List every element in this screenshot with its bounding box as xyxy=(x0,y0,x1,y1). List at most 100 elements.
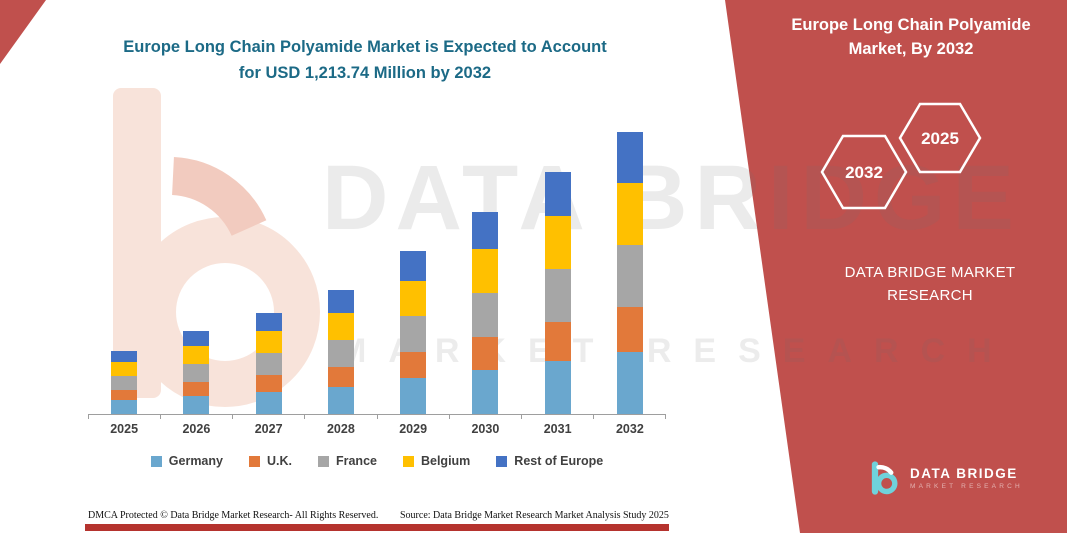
x-axis-label: 2031 xyxy=(543,422,572,436)
bars-area xyxy=(88,124,666,415)
bar-segment-rest-of-europe xyxy=(327,290,354,313)
bar-segment-rest-of-europe xyxy=(544,172,571,216)
bar-segment-belgium xyxy=(255,330,282,354)
bar-segment-belgium xyxy=(111,362,138,377)
bar-segment-belgium xyxy=(327,312,354,340)
bar-segment-belgium xyxy=(472,248,499,293)
databridge-logo-icon xyxy=(871,461,898,495)
bar-segment-france xyxy=(255,353,282,376)
axis-tick xyxy=(592,415,594,419)
bar-segment-u-k xyxy=(255,375,282,392)
bar-segment-germany xyxy=(183,395,210,414)
hexagon-2025-icon xyxy=(898,102,982,174)
bar-segment-belgium xyxy=(616,182,643,245)
bar-segment-belgium xyxy=(400,280,427,317)
legend-swatch xyxy=(496,455,508,467)
brand-logo-block: DATA BRIDGE MARKET RESEARCH xyxy=(866,460,1023,496)
legend-item-france: France xyxy=(317,454,377,468)
axis-tick xyxy=(232,415,234,419)
source-note: Source: Data Bridge Market Research Mark… xyxy=(400,510,669,521)
legend-item-belgium: Belgium xyxy=(402,454,471,468)
legend-swatch xyxy=(402,455,414,467)
bar-segment-u-k xyxy=(544,322,571,361)
bar-column-2025 xyxy=(88,350,160,414)
bar-segment-france xyxy=(472,292,499,338)
bar-stack-2030 xyxy=(472,212,499,414)
axis-tick xyxy=(160,415,162,419)
hexagon-2025-label: 2025 xyxy=(921,129,959,148)
bar-segment-u-k xyxy=(400,352,427,379)
bar-column-2031 xyxy=(522,172,594,414)
legend-item-rest-of-europe: Rest of Europe xyxy=(496,454,603,468)
bar-column-2028 xyxy=(305,290,377,414)
bar-segment-u-k xyxy=(327,367,354,387)
bar-column-2032 xyxy=(594,132,666,414)
brand-name: DATA BRIDGE MARKET RESEARCH xyxy=(844,264,1016,304)
bar-column-2026 xyxy=(160,330,232,414)
axis-tick xyxy=(520,415,522,419)
page-title: Europe Long Chain Polyamide Market is Ex… xyxy=(110,34,620,87)
brand-logo-text: DATA BRIDGE MARKET RESEARCH xyxy=(910,466,1023,490)
bar-segment-u-k xyxy=(111,389,138,401)
x-axis-label: 2025 xyxy=(110,422,139,436)
bar-column-2030 xyxy=(449,212,521,414)
hexagon-2032-icon xyxy=(820,134,908,210)
bar-segment-belgium xyxy=(544,215,571,270)
bar-segment-rest-of-europe xyxy=(183,330,210,346)
axis-tick xyxy=(448,415,450,419)
bar-stack-2031 xyxy=(544,172,571,414)
legend-label: Belgium xyxy=(420,454,471,468)
logo-title: DATA BRIDGE xyxy=(910,466,1018,481)
bar-segment-germany xyxy=(616,352,643,414)
legend-item-germany: Germany xyxy=(150,454,223,468)
bar-stack-2032 xyxy=(616,132,643,414)
chart-legend: Germany U.K. France Belgium Rest of Europe xyxy=(88,454,666,468)
bar-segment-france xyxy=(183,364,210,383)
stacked-bar-chart: 2025 2026 2027 2028 2029 2030 2031 2032 xyxy=(88,124,666,436)
x-axis-labels: 2025 2026 2027 2028 2029 2030 2031 2032 xyxy=(88,422,666,436)
bar-segment-belgium xyxy=(183,345,210,365)
bar-segment-rest-of-europe xyxy=(400,251,427,281)
bar-segment-france xyxy=(544,269,571,323)
axis-tick xyxy=(304,415,306,419)
legend-label: Rest of Europe xyxy=(514,454,604,468)
x-axis-label: 2030 xyxy=(471,422,500,436)
hexagon-2032-label: 2032 xyxy=(845,163,883,182)
bar-segment-france xyxy=(111,376,138,390)
bar-segment-france xyxy=(327,339,354,368)
bar-stack-2026 xyxy=(183,330,210,414)
bar-stack-2029 xyxy=(400,251,427,414)
bar-segment-france xyxy=(400,316,427,353)
bar-segment-rest-of-europe xyxy=(111,350,138,363)
bottom-accent-strip xyxy=(85,524,669,531)
page-title-line1: Europe Long Chain Polyamide Market is Ex… xyxy=(123,38,607,56)
bar-segment-rest-of-europe xyxy=(255,312,282,331)
legend-label: Germany xyxy=(168,454,223,468)
logo-subtitle: MARKET RESEARCH xyxy=(910,483,1023,490)
bar-segment-rest-of-europe xyxy=(616,132,643,183)
bar-segment-germany xyxy=(400,378,427,414)
bar-segment-u-k xyxy=(183,382,210,396)
bar-stack-2025 xyxy=(111,350,138,414)
x-axis-label: 2028 xyxy=(326,422,355,436)
bar-segment-germany xyxy=(111,400,138,414)
bar-stack-2027 xyxy=(255,312,282,414)
bar-column-2027 xyxy=(233,312,305,414)
bar-segment-france xyxy=(616,244,643,307)
legend-swatch xyxy=(248,455,260,467)
bar-segment-germany xyxy=(327,386,354,414)
bar-segment-u-k xyxy=(616,306,643,352)
year-hexagons: 2032 2025 xyxy=(820,102,982,210)
legend-swatch xyxy=(150,455,162,467)
x-axis-label: 2029 xyxy=(399,422,428,436)
x-axis-label: 2027 xyxy=(254,422,283,436)
bar-segment-rest-of-europe xyxy=(472,212,499,249)
bar-column-2029 xyxy=(377,251,449,414)
corner-accent-triangle xyxy=(0,0,46,64)
page-title-line2: for USD 1,213.74 Million by 2032 xyxy=(238,64,492,83)
x-axis-label: 2032 xyxy=(615,422,644,436)
axis-tick xyxy=(665,415,666,419)
legend-item-u-k: U.K. xyxy=(248,454,292,468)
legend-label: France xyxy=(335,454,377,468)
right-panel-title: Europe Long Chain Polyamide Market, By 2… xyxy=(791,16,1031,58)
